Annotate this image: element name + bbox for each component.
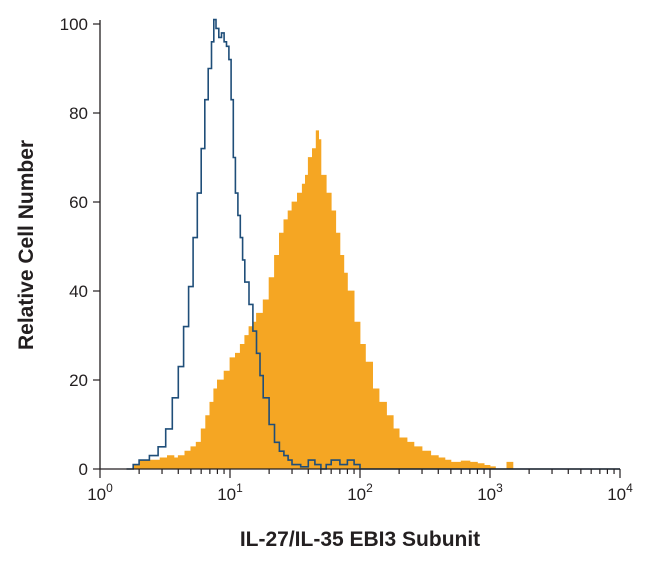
y-tick-label: 80 [69, 104, 88, 123]
ticks-layer: 0 20 40 60 80 100 100 101 102 103 104 [60, 15, 633, 504]
y-tick-label: 40 [69, 282, 88, 301]
y-axis-title: Relative Cell Number [15, 140, 38, 350]
y-tick-label: 60 [69, 193, 88, 212]
y-tick-label: 20 [69, 371, 88, 390]
x-tick-label: 104 [607, 481, 633, 504]
y-tick-label: 100 [60, 15, 88, 34]
histogram-filled-series [126, 130, 620, 470]
x-tick-label: 101 [217, 481, 243, 504]
y-tick-label: 0 [79, 460, 88, 479]
x-tick-label: 100 [87, 481, 113, 504]
histogram-outline-series [126, 18, 620, 470]
x-tick-label: 102 [347, 481, 373, 504]
x-axis-title: IL-27/IL-35 EBI3 Subunit [240, 528, 480, 551]
series-layer [126, 18, 620, 470]
x-tick-label: 103 [477, 481, 503, 504]
